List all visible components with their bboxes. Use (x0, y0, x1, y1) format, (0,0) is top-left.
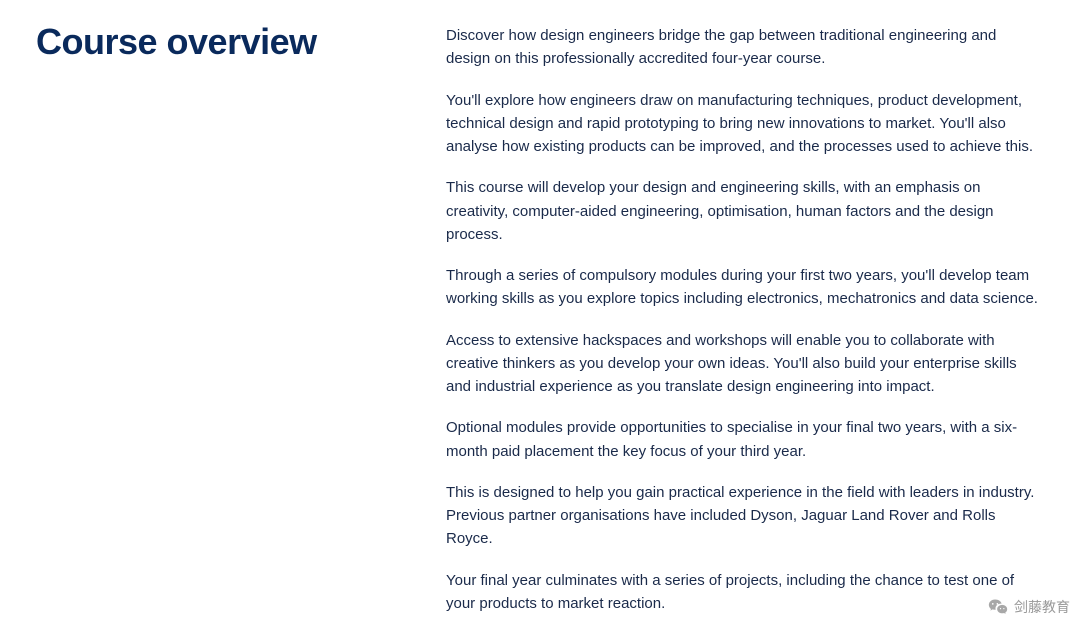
page-layout: Course overview Discover how design engi… (0, 0, 1080, 633)
paragraph-2: You'll explore how engineers draw on man… (446, 89, 1044, 159)
paragraph-8: Your final year culminates with a series… (446, 569, 1044, 616)
paragraph-1: Discover how design engineers bridge the… (446, 24, 1044, 71)
paragraph-5: Access to extensive hackspaces and works… (446, 329, 1044, 399)
page-title: Course overview (36, 20, 386, 63)
wechat-icon (988, 597, 1008, 617)
heading-column: Course overview (36, 20, 386, 633)
watermark-text: 剑藤教育 (1014, 597, 1070, 617)
watermark: 剑藤教育 (988, 597, 1070, 617)
content-column: Discover how design engineers bridge the… (446, 20, 1044, 633)
paragraph-7: This is designed to help you gain practi… (446, 481, 1044, 551)
paragraph-3: This course will develop your design and… (446, 176, 1044, 246)
paragraph-4: Through a series of compulsory modules d… (446, 264, 1044, 311)
paragraph-6: Optional modules provide opportunities t… (446, 416, 1044, 463)
